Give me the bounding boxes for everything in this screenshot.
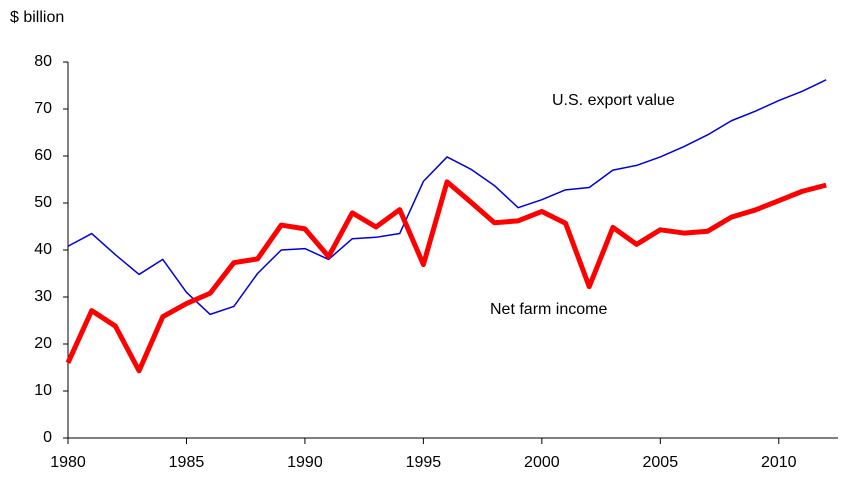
y-tick-label: 80 — [34, 53, 52, 70]
x-tick-label: 1990 — [287, 454, 323, 471]
y-tick-label: 60 — [34, 147, 52, 164]
series-line — [65, 179, 827, 374]
x-tick-label: 2010 — [761, 454, 797, 471]
y-tick-label: 30 — [34, 288, 52, 305]
y-tick-label: 40 — [34, 241, 52, 258]
x-tick-label: 1980 — [50, 454, 86, 471]
x-tick-label: 2005 — [643, 454, 679, 471]
y-tick-label: 70 — [34, 100, 52, 117]
series-label: Net farm income — [490, 301, 607, 318]
y-axis-label: $ billion — [10, 9, 64, 26]
x-tick-label: 1985 — [169, 454, 205, 471]
y-tick-label: 0 — [43, 429, 52, 446]
y-tick-label: 50 — [34, 194, 52, 211]
x-tick-label: 2000 — [524, 454, 560, 471]
x-tick-label: 1995 — [406, 454, 442, 471]
series-line — [67, 79, 827, 316]
y-tick-label: 20 — [34, 335, 52, 352]
series-label: U.S. export value — [552, 92, 675, 109]
y-tick-label: 10 — [34, 382, 52, 399]
